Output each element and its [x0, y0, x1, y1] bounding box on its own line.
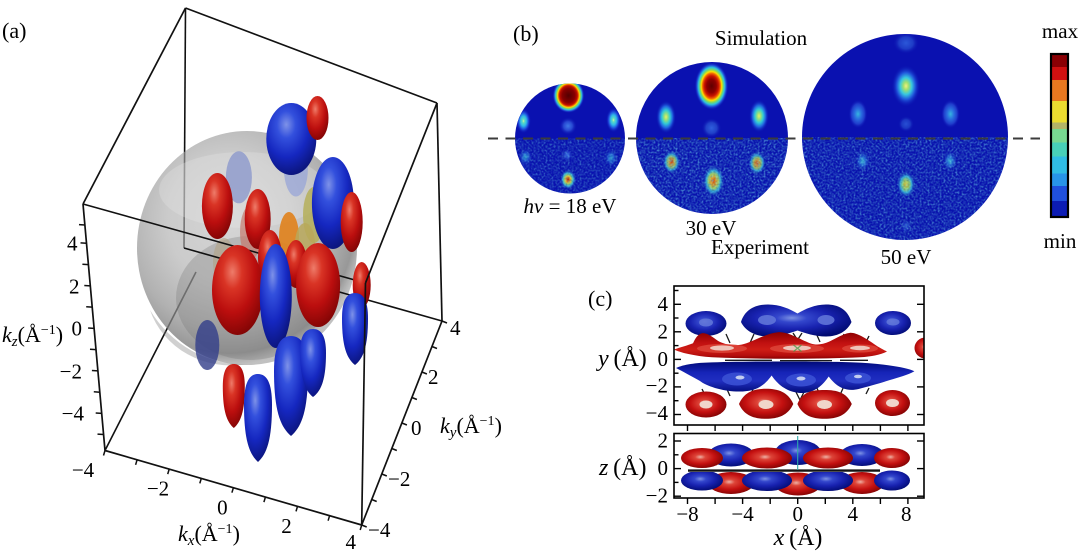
svg-text:hν = 18 eV: hν = 18 eV: [524, 194, 617, 218]
svg-text:−2: −2: [646, 484, 668, 508]
svg-text:0: 0: [658, 456, 669, 480]
svg-text:0: 0: [411, 416, 422, 440]
svg-text:Simulation: Simulation: [715, 26, 808, 50]
svg-text:−2: −2: [646, 374, 668, 398]
svg-text:y (Å): y (Å): [596, 346, 647, 372]
svg-text:0: 0: [792, 502, 803, 526]
svg-text:0: 0: [72, 317, 83, 341]
svg-text:8: 8: [901, 502, 912, 526]
svg-text:min: min: [1044, 229, 1077, 253]
svg-text:4: 4: [450, 316, 461, 340]
svg-text:−8: −8: [676, 502, 698, 526]
svg-text:kx(Å−1): kx(Å−1): [178, 521, 240, 549]
svg-text:4: 4: [67, 232, 78, 256]
svg-text:Experiment: Experiment: [711, 235, 809, 259]
svg-text:2: 2: [69, 275, 80, 299]
svg-text:z (Å): z (Å): [598, 455, 646, 481]
svg-text:−2: −2: [388, 467, 410, 491]
svg-text:2: 2: [428, 365, 439, 389]
svg-text:4: 4: [658, 292, 669, 316]
svg-text:30 eV: 30 eV: [686, 216, 737, 240]
svg-text:2: 2: [658, 320, 669, 344]
svg-text:−4: −4: [62, 402, 85, 426]
svg-text:−4: −4: [646, 401, 669, 425]
svg-text:2: 2: [281, 514, 292, 538]
svg-text:2: 2: [658, 429, 669, 453]
svg-text:−2: −2: [147, 477, 169, 501]
svg-text:x (Å): x (Å): [773, 525, 823, 551]
svg-text:0: 0: [217, 496, 228, 520]
svg-text:(a): (a): [2, 18, 26, 43]
svg-text:4: 4: [345, 530, 356, 551]
svg-text:−2: −2: [60, 360, 82, 384]
svg-text:−4: −4: [731, 502, 754, 526]
svg-text:(b): (b): [513, 21, 539, 46]
svg-text:ky(Å−1): ky(Å−1): [440, 413, 502, 441]
svg-text:0: 0: [658, 347, 669, 371]
svg-text:(c): (c): [588, 286, 612, 311]
svg-text:−4: −4: [72, 458, 95, 482]
svg-text:50 eV: 50 eV: [881, 245, 932, 269]
svg-text:4: 4: [848, 502, 859, 526]
svg-text:−4: −4: [368, 518, 391, 542]
svg-text:max: max: [1042, 19, 1079, 43]
svg-text:kz(Å−1): kz(Å−1): [2, 322, 63, 350]
